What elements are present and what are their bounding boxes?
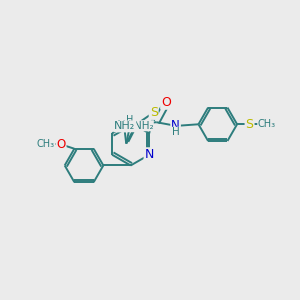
- Text: CH₃: CH₃: [258, 119, 276, 129]
- Text: N: N: [117, 119, 126, 132]
- Text: S: S: [150, 106, 158, 119]
- Text: H: H: [172, 127, 180, 137]
- Text: N: N: [171, 119, 180, 132]
- Text: NH₂: NH₂: [114, 121, 135, 131]
- Text: NH₂: NH₂: [134, 121, 153, 131]
- Text: O: O: [161, 96, 171, 109]
- Text: N: N: [145, 148, 154, 161]
- Text: CH₃: CH₃: [37, 139, 55, 149]
- Text: O: O: [56, 138, 66, 151]
- Text: S: S: [246, 118, 254, 131]
- Text: H: H: [126, 115, 134, 125]
